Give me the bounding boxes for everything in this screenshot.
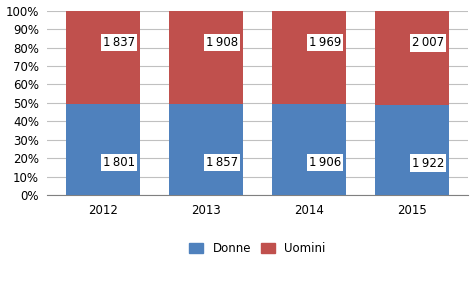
Bar [375,105,449,195]
Bar [272,104,346,195]
Text: 2 007: 2 007 [412,36,444,49]
Text: 1 837: 1 837 [103,36,135,49]
Legend: Donne, Uomini: Donne, Uomini [189,242,326,255]
Text: 1 906: 1 906 [309,156,341,169]
Bar [66,104,140,195]
Bar [169,104,243,195]
Text: 1 857: 1 857 [206,156,238,169]
Bar [272,11,346,104]
Bar [66,11,140,104]
Text: 1 801: 1 801 [103,156,135,169]
Bar [169,11,243,104]
Bar [375,11,449,105]
Text: 1 922: 1 922 [412,157,444,170]
Text: 1 969: 1 969 [309,36,341,49]
Text: 1 908: 1 908 [206,36,238,49]
